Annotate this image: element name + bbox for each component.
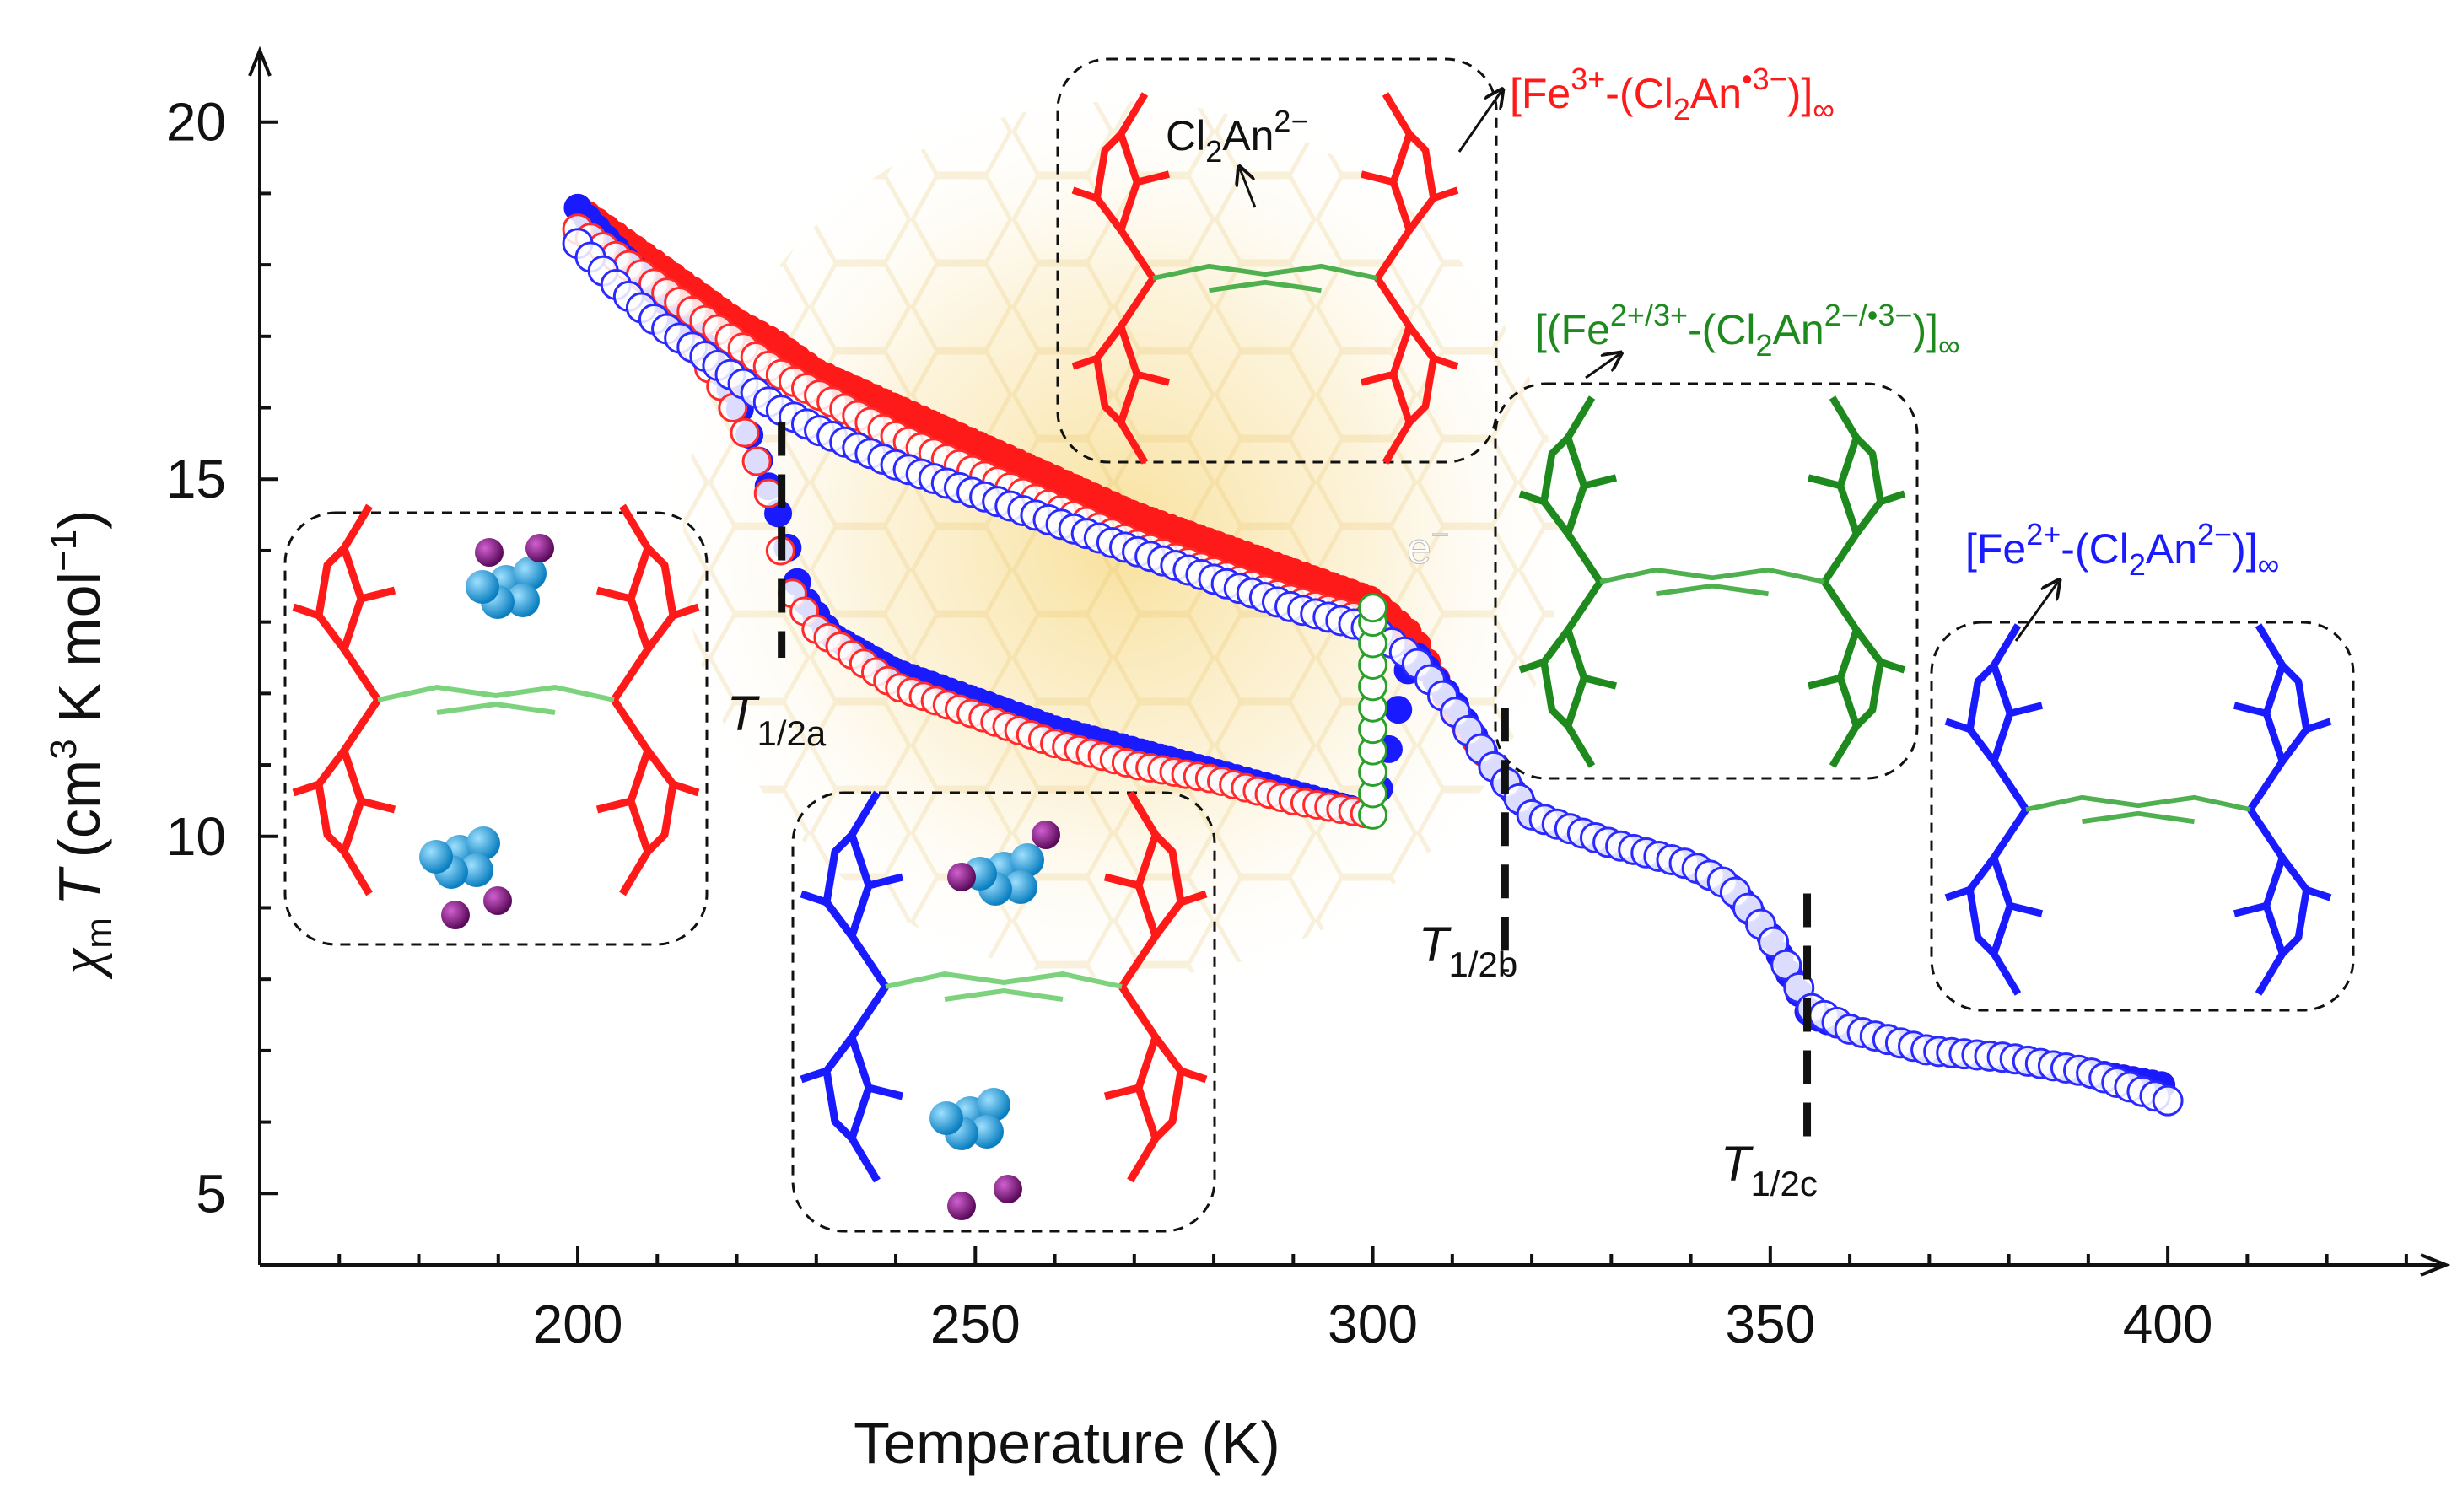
cl2an-label: Cl2An2−: [1166, 104, 1308, 169]
axes: 200 250 300 350 400 5 10 15 20: [166, 46, 2451, 1354]
data-point: [741, 446, 772, 476]
cluster-atom: [977, 1088, 1010, 1122]
x-tick-label: 300: [1328, 1294, 1418, 1354]
y-title-expm1: −1: [43, 530, 84, 572]
left-cluster-top: [466, 557, 547, 619]
cluster-atom: [1010, 843, 1044, 877]
series-cooling-blue-open: [562, 228, 2184, 1117]
blue-inset-complex: [1944, 623, 2332, 996]
middle-ion: [994, 1175, 1022, 1203]
blue-inset-box: [1930, 621, 2355, 1012]
left-cluster-bottom: [419, 826, 500, 889]
bridge-ligand: [885, 971, 1123, 1002]
middle-inset-complex: [800, 790, 1208, 1183]
blue-formula-pointer: [2014, 582, 2058, 642]
bridge-ligand: [1599, 567, 1825, 597]
cluster-atom: [1004, 870, 1037, 904]
data-point: [1358, 593, 1388, 623]
x-tick-label: 350: [1725, 1294, 1815, 1354]
ligand-arm: [2233, 623, 2332, 996]
cluster-atom: [970, 1115, 1004, 1149]
data-point: [730, 417, 760, 448]
x-tick-label: 200: [533, 1294, 623, 1354]
cluster-atom: [466, 826, 500, 860]
t-half-c-label: T1/2c: [1721, 1137, 1818, 1203]
red-formula-pointer: [1457, 91, 1501, 153]
y-title-unit-mid: K mol: [46, 572, 112, 739]
ligand-arm: [1807, 395, 1906, 768]
green-inset-box: [1494, 382, 1919, 780]
y-axis-title: χmT (cm3 K mol−1): [43, 509, 120, 979]
cluster-atom: [460, 853, 493, 887]
t-half-a-label: T1/2a: [727, 686, 827, 753]
middle-ion: [1032, 821, 1060, 849]
data-point: [2152, 1084, 2184, 1117]
middle-cluster-top: [963, 843, 1044, 906]
green-formula-pointer: [1585, 354, 1619, 379]
data-markers: [562, 193, 2184, 1117]
left-ion: [525, 534, 554, 562]
red-formula-label: [Fe3+-(Cl2An•3−)]∞: [1510, 62, 1835, 126]
ligand-arm: [595, 503, 700, 896]
bridge-ligand: [2025, 794, 2251, 825]
y-axis-arrow: [248, 46, 272, 77]
transition-markers: [778, 422, 1812, 1137]
y-title-unit-close: ): [46, 509, 112, 529]
ligand-arm: [1944, 623, 2044, 996]
cluster-atom: [419, 840, 453, 874]
bridge-ligand: [1152, 263, 1378, 293]
middle-inset-box: [791, 791, 1216, 1233]
electron-label: e−: [1407, 517, 1449, 573]
y-title-m: m: [78, 917, 120, 949]
x-axis-title: Temperature (K): [854, 1410, 1280, 1476]
y-title-exp3: 3: [43, 739, 84, 759]
y-tick-label: 15: [166, 449, 226, 509]
ligand-arm: [800, 790, 904, 1183]
blue-formula-label: [Fe2+-(Cl2An2−)]∞: [1965, 517, 2279, 582]
middle-ion: [947, 1192, 976, 1220]
cluster-atom: [466, 570, 499, 604]
green-formula-label: [(Fe2+/3+-(Cl2An2−/•3−)]∞: [1535, 298, 1960, 363]
left-ion: [483, 886, 512, 915]
data-point: [1384, 696, 1413, 724]
ligand-arm: [1103, 790, 1208, 1183]
middle-ion: [947, 863, 976, 891]
left-ion: [441, 901, 470, 929]
x-tick-label: 250: [930, 1294, 1021, 1354]
y-title-chi: χ: [48, 947, 113, 980]
y-tick-label: 10: [166, 806, 226, 867]
cluster-atom: [513, 557, 547, 590]
bridge-ligand: [377, 684, 615, 715]
left-inset-box: [283, 511, 709, 946]
y-tick-label: 20: [166, 92, 226, 153]
y-title-T: T: [46, 866, 112, 906]
y-title-unit-open: (cm: [46, 760, 112, 858]
top-inset-complex: [1071, 92, 1459, 465]
series-vertical-green: [1358, 593, 1388, 830]
x-axis-arrow: [2420, 1253, 2451, 1277]
ligand-arm: [1518, 395, 1618, 768]
green-inset-complex: [1518, 395, 1906, 768]
ligand-arm: [1071, 92, 1171, 465]
top-inset-box: [1056, 57, 1498, 464]
structure-insets: [283, 57, 2355, 1233]
ligand-arm: [1360, 92, 1459, 465]
left-ion: [475, 538, 504, 567]
y-tick-label: 5: [196, 1163, 226, 1224]
left-inset-complex: [292, 503, 700, 896]
middle-cluster-bottom: [929, 1088, 1010, 1150]
cluster-atom: [929, 1101, 963, 1135]
t-half-b-label: T1/2b: [1419, 917, 1517, 984]
x-tick-label: 400: [2123, 1294, 2213, 1354]
cluster-atom: [506, 584, 540, 617]
cl2an-pointer: [1240, 169, 1257, 208]
ligand-arm: [292, 503, 396, 896]
